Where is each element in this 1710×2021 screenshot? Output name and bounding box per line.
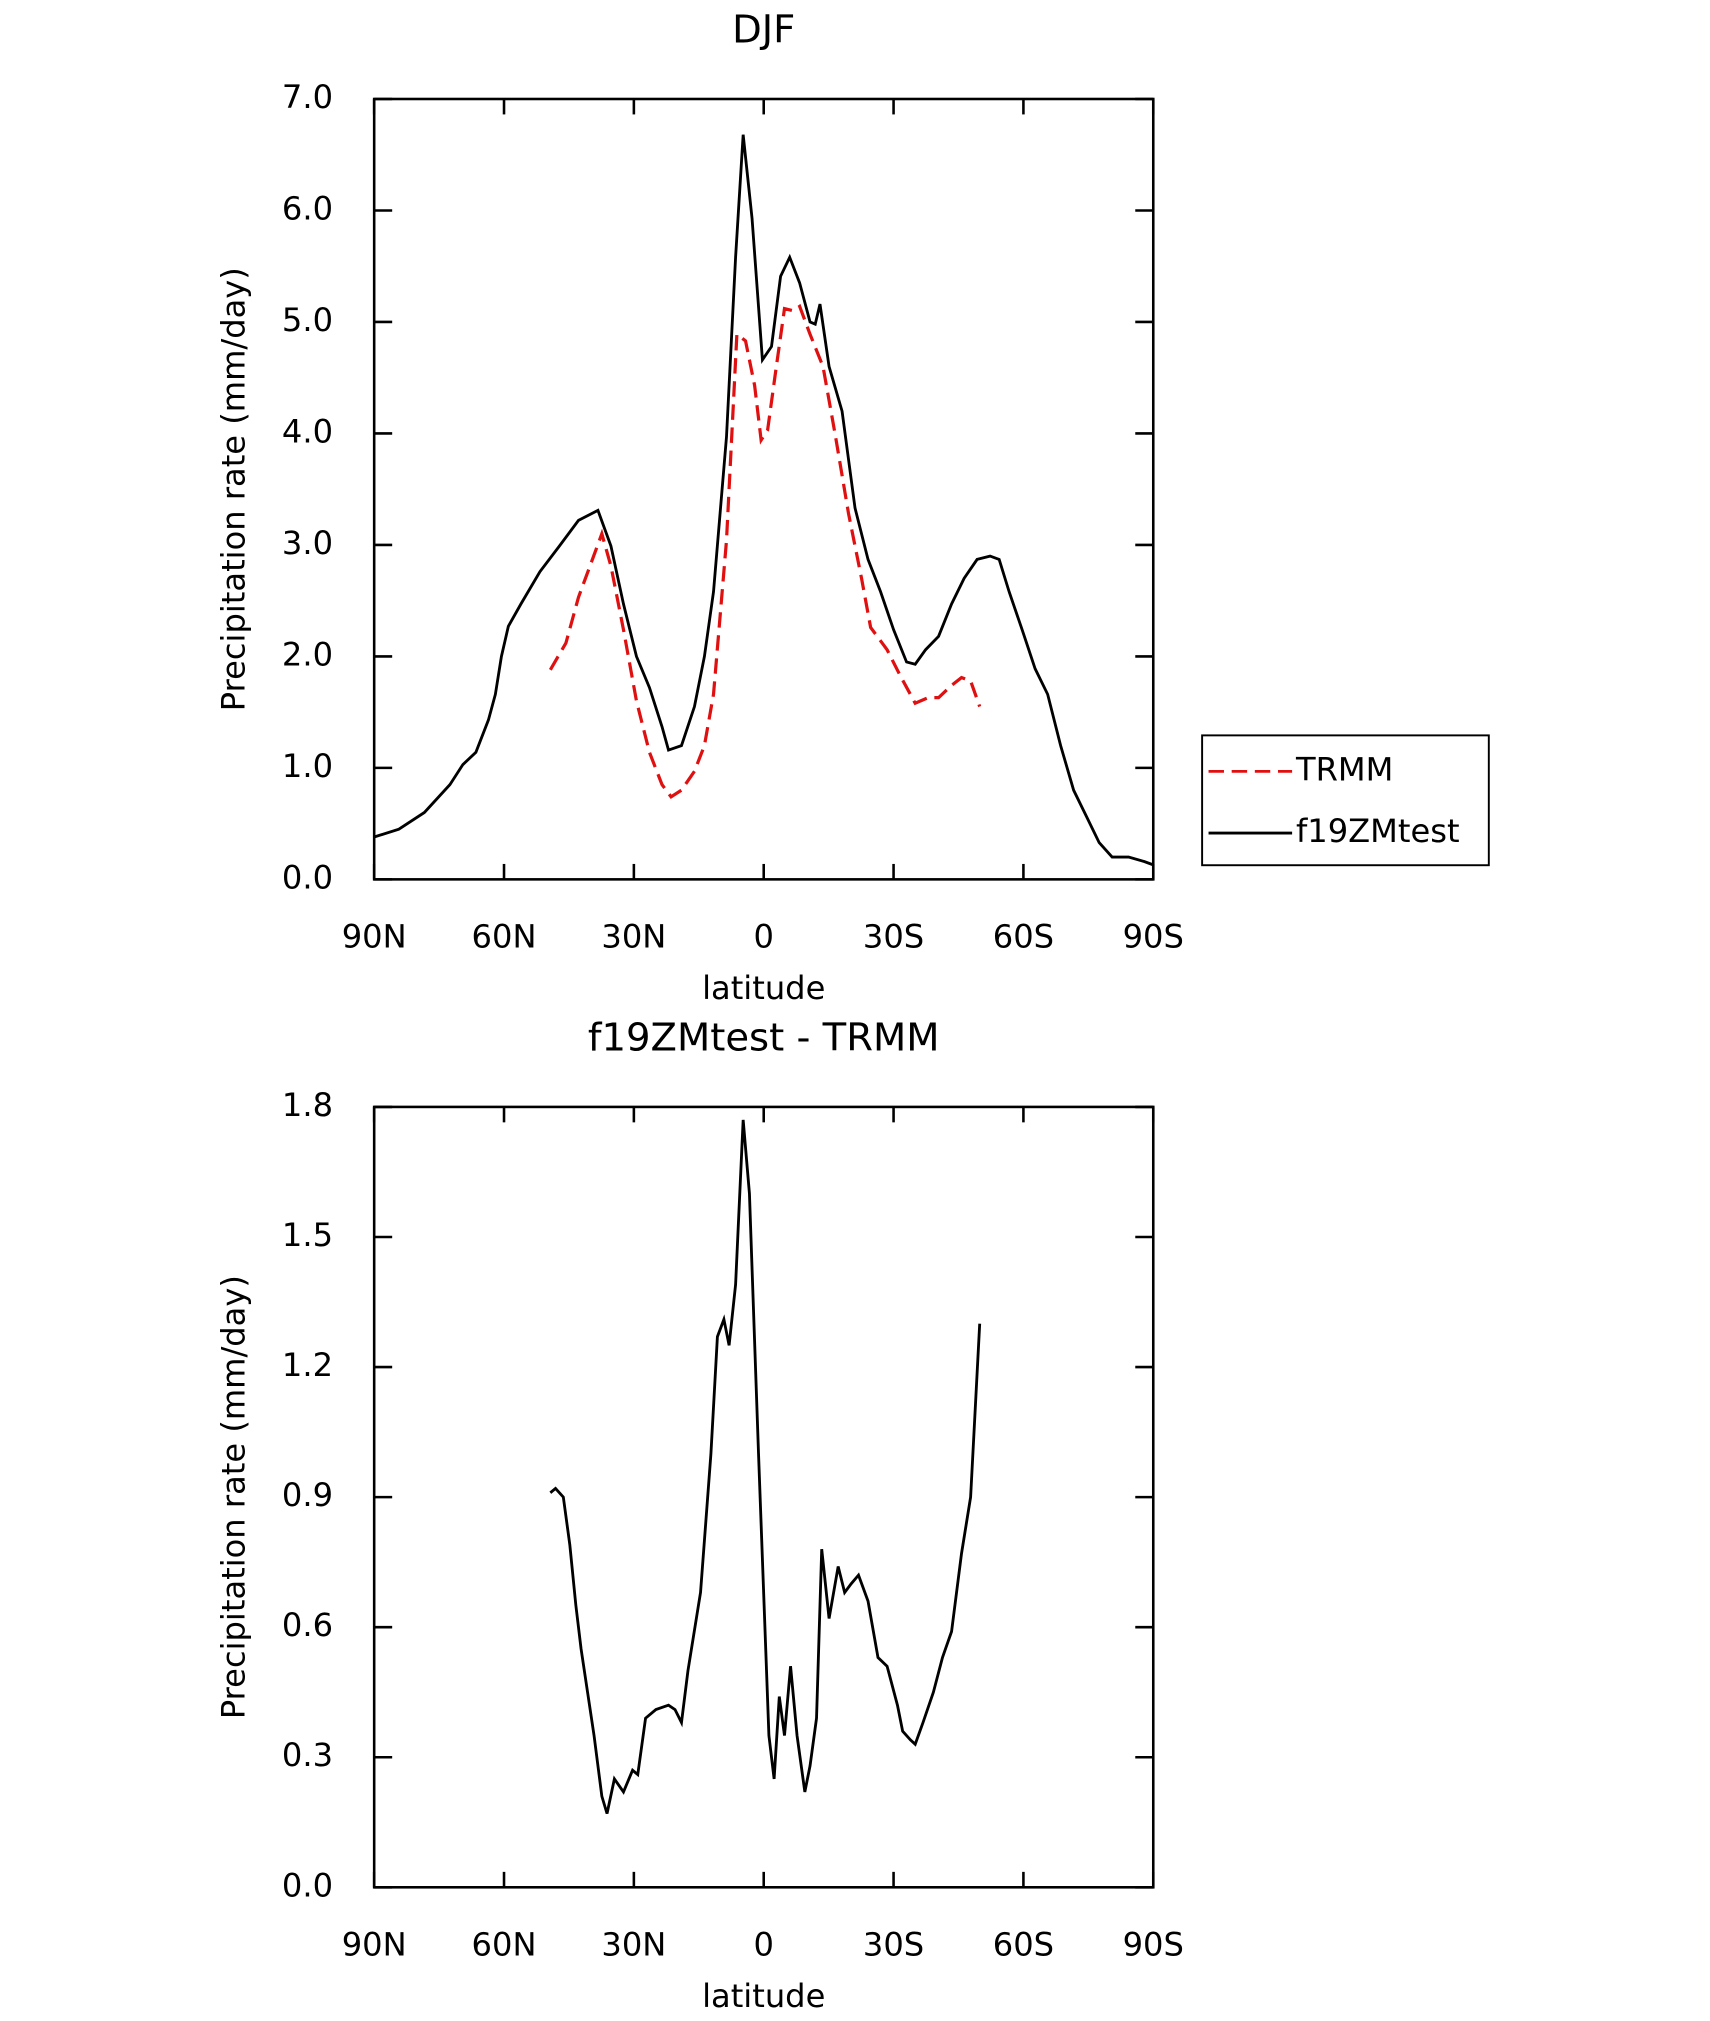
x-tick-label: 30N <box>601 918 666 956</box>
x-tick-label: 60S <box>993 918 1054 956</box>
x-tick-label: 30N <box>601 1925 666 1963</box>
legend-label: f19ZMtest <box>1296 812 1460 850</box>
plot-frame <box>372 1105 1155 1889</box>
y-axis-label: Precipitation rate (mm/day) <box>214 1275 252 1719</box>
y-tick-label: 7.0 <box>282 78 333 116</box>
y-tick-label: 1.0 <box>282 747 333 785</box>
x-tick-label: 90S <box>1123 1925 1184 1963</box>
y-tick-label: 2.0 <box>282 635 333 673</box>
y-tick-label: 6.0 <box>282 189 333 227</box>
x-tick-label: 0 <box>753 918 773 956</box>
y-tick-label: 4.0 <box>282 412 333 450</box>
y-tick-label: 1.8 <box>282 1086 333 1124</box>
x-axis-label: latitude <box>702 1977 825 2015</box>
x-tick-label: 60S <box>993 1925 1054 1963</box>
plot-frame <box>372 97 1155 881</box>
x-tick-label: 90S <box>1123 918 1184 956</box>
x-tick-label: 60N <box>472 918 537 956</box>
y-tick-label: 0.9 <box>282 1476 333 1514</box>
y-tick-label: 1.5 <box>282 1216 333 1254</box>
x-tick-label: 90N <box>342 1925 407 1963</box>
y-tick-label: 0.6 <box>282 1606 333 1644</box>
x-tick-label: 90N <box>342 918 407 956</box>
x-tick-label: 60N <box>472 1925 537 1963</box>
chart-title: f19ZMtest - TRMM <box>588 1016 940 1061</box>
chart-title: DJF <box>732 8 795 53</box>
y-tick-label: 3.0 <box>282 524 333 562</box>
y-tick-label: 1.2 <box>282 1346 333 1384</box>
x-axis-label: latitude <box>702 969 825 1007</box>
data-line <box>549 1119 982 1814</box>
legend-label: TRMM <box>1295 750 1393 788</box>
x-tick-label: 0 <box>753 1925 773 1963</box>
y-tick-label: 0.0 <box>282 858 333 896</box>
data-line <box>548 303 982 800</box>
x-tick-label: 30S <box>863 1925 924 1963</box>
y-tick-label: 5.0 <box>282 301 333 339</box>
y-axis-label: Precipitation rate (mm/day) <box>214 267 252 711</box>
x-tick-label: 30S <box>863 918 924 956</box>
legend-box <box>1201 734 1490 867</box>
y-tick-label: 0.3 <box>282 1736 333 1774</box>
y-tick-label: 0.0 <box>282 1866 333 1904</box>
data-line <box>373 134 1154 867</box>
